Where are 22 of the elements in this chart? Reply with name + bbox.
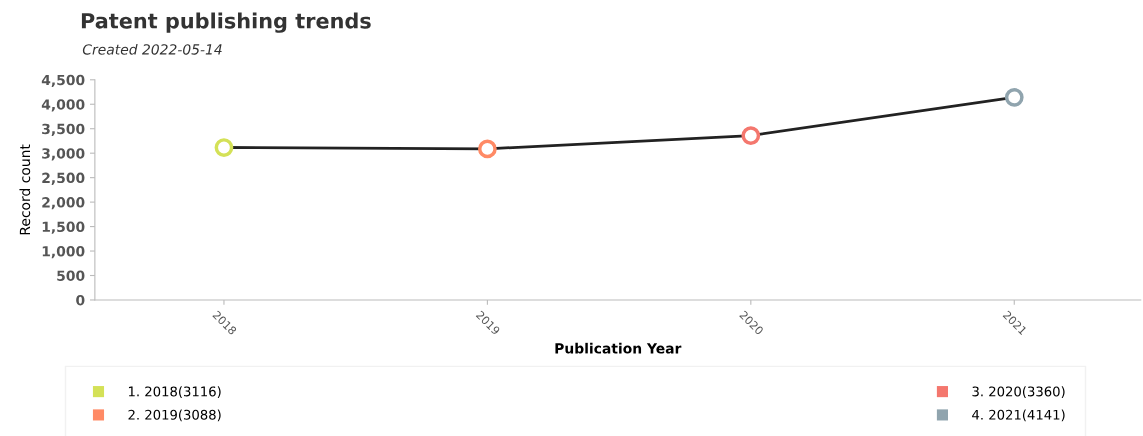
y-tick-label: 2,000 bbox=[42, 197, 85, 210]
legend-label: 2. 2019(3088) bbox=[128, 409, 221, 422]
y-tick-label: 3,500 bbox=[42, 123, 85, 136]
y-tick-label: 0 bbox=[76, 294, 85, 306]
legend-label: 3. 2020(3360) bbox=[972, 386, 1065, 398]
y-axis-title: Record count bbox=[19, 144, 31, 235]
y-tick-label: 1,000 bbox=[42, 246, 85, 259]
y-tick-label: 2,500 bbox=[42, 172, 85, 185]
chart-title: Patent publishing trends bbox=[81, 12, 371, 33]
chart-subtitle: Created 2022-05-14 bbox=[82, 43, 222, 55]
point bbox=[214, 138, 234, 157]
y-tick-label: 4,000 bbox=[41, 99, 85, 112]
y-tick-label: 4,500 bbox=[41, 74, 85, 88]
point bbox=[478, 139, 497, 159]
y-tick-label: 1,500 bbox=[42, 221, 85, 234]
y-tick-label: 500 bbox=[57, 270, 85, 281]
point bbox=[741, 126, 761, 145]
point bbox=[1004, 87, 1024, 107]
y-tick-label: 3,000 bbox=[42, 148, 85, 161]
legend-label: 1. 2018(3116) bbox=[128, 386, 221, 398]
x-axis-title: Publication Year bbox=[555, 342, 682, 354]
legend-label: 4. 2021(4141) bbox=[972, 409, 1065, 422]
